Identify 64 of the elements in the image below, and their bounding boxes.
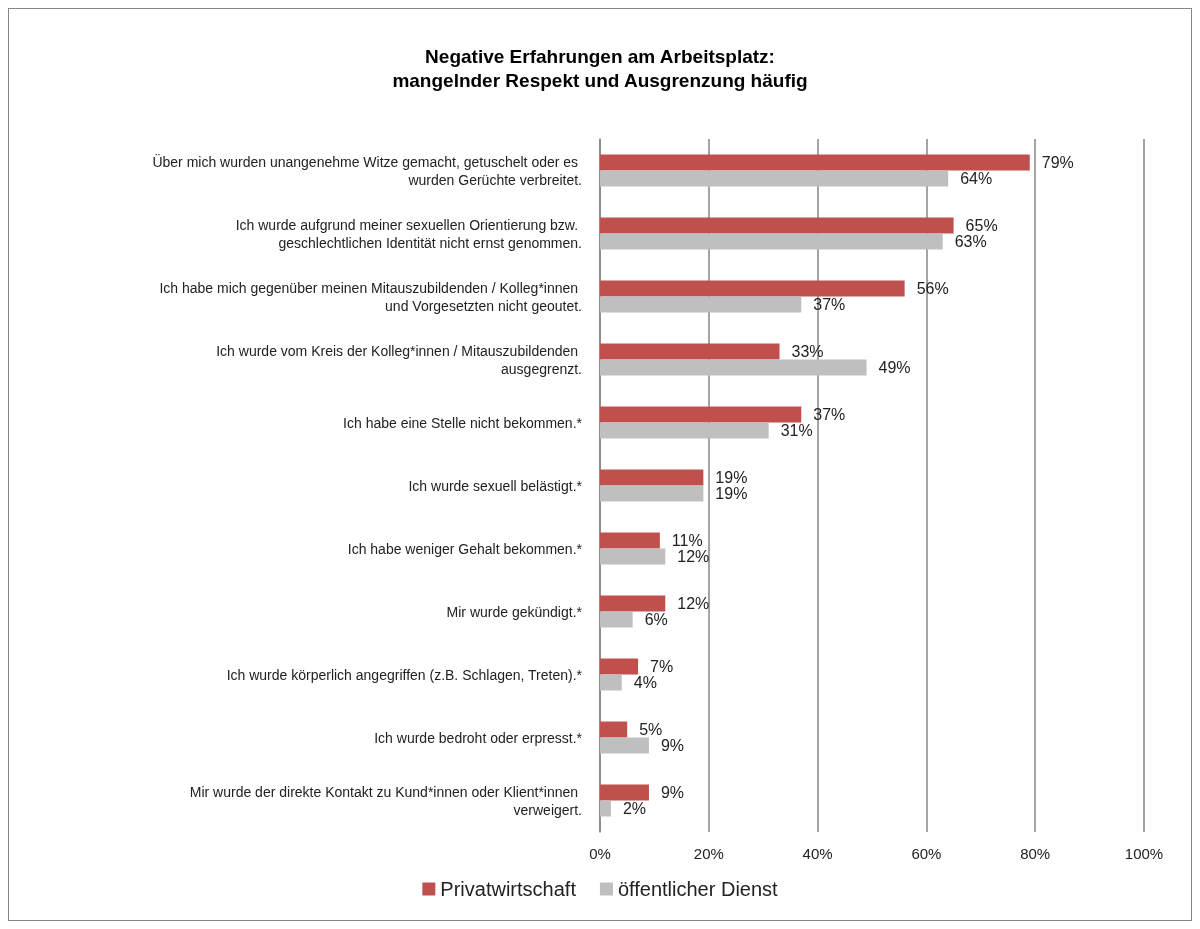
x-tick-label: 20% <box>693 845 724 862</box>
bar <box>600 217 954 234</box>
data-label: 63% <box>954 233 987 250</box>
bar <box>600 469 704 486</box>
data-label: 31% <box>780 422 813 439</box>
x-tick-label: 0% <box>589 845 611 862</box>
bar <box>600 595 666 612</box>
bar <box>600 800 611 817</box>
data-label: 56% <box>916 280 949 297</box>
chart-title: Negative Erfahrungen am Arbeitsplatz: mangelnder Respekt und Ausgrenzung häufig <box>392 45 808 91</box>
bar <box>600 737 649 754</box>
bar <box>600 674 622 691</box>
data-label: 9% <box>660 784 685 801</box>
bar <box>600 422 769 439</box>
data-label: 37% <box>813 406 846 423</box>
data-label: 7% <box>650 658 674 675</box>
bar <box>600 784 649 801</box>
data-label: 64% <box>960 170 993 187</box>
data-label: 33% <box>791 343 824 360</box>
data-label: 19% <box>715 485 748 502</box>
bar <box>600 485 704 502</box>
legend-label: Privatwirtschaft <box>440 878 577 900</box>
data-label: 12% <box>677 595 710 612</box>
bar <box>600 658 639 675</box>
data-label: 79% <box>1041 154 1074 171</box>
bar <box>600 721 628 738</box>
data-label: 12% <box>677 548 710 565</box>
bar <box>600 170 949 187</box>
bar <box>600 296 802 313</box>
data-label: 37% <box>813 296 846 313</box>
x-tick-label: 80% <box>1020 845 1051 862</box>
y-tick-label: Ich wurde aufgrund meiner sexuellen Orientierung bzw. geschlechtlichen Identität nicht ernst genommen. <box>235 216 582 251</box>
y-tick-label: Mir wurde gekündigt.* <box>446 603 583 620</box>
bar <box>600 154 1030 171</box>
legend-label: öffentlicher Dienst <box>617 878 779 900</box>
data-label: 11% <box>671 532 703 549</box>
bar <box>600 611 633 628</box>
bar <box>600 233 943 250</box>
data-label: 6% <box>644 611 668 628</box>
y-tick-label: Ich wurde sexuell belästigt.* <box>408 477 583 494</box>
data-label: 65% <box>965 217 998 234</box>
x-tick-label: 100% <box>1124 845 1164 862</box>
bar <box>600 532 660 549</box>
data-label: 5% <box>639 721 663 738</box>
y-tick-label: Ich habe mich gegenüber meinen Mitauszubildenden / Kolleg*innen und Vorgesetzten nicht geoutet. <box>159 279 582 314</box>
y-tick-label: Ich wurde bedroht oder erpresst.* <box>374 729 583 746</box>
data-label: 2% <box>622 800 647 817</box>
x-tick-label: 60% <box>911 845 942 862</box>
data-label: 19% <box>715 469 748 486</box>
x-tick-label: 40% <box>802 845 833 862</box>
data-label: 9% <box>660 737 685 754</box>
y-tick-label: Ich wurde körperlich angegriffen (z.B. Schlagen, Treten).* <box>226 666 583 683</box>
y-tick-label: Ich wurde vom Kreis der Kolleg*innen / Mitauszubildenden ausgegrenzt. <box>216 342 582 377</box>
bar <box>600 280 905 297</box>
bar <box>600 343 780 360</box>
y-tick-label: Ich habe eine Stelle nicht bekommen.* <box>343 414 583 431</box>
bar <box>600 548 666 565</box>
y-tick-label: Ich habe weniger Gehalt bekommen.* <box>347 540 583 557</box>
data-label: 4% <box>633 674 657 691</box>
bar <box>600 359 867 376</box>
bar <box>600 406 802 423</box>
y-tick-label: Mir wurde der direkte Kontakt zu Kund*innen oder Klient*innen verweigert. <box>189 783 582 818</box>
y-tick-label: Über mich wurden unangenehme Witze gemacht, getuschelt oder es wurden Gerüchte verbreitet. <box>152 152 582 188</box>
data-label: 49% <box>878 359 911 376</box>
